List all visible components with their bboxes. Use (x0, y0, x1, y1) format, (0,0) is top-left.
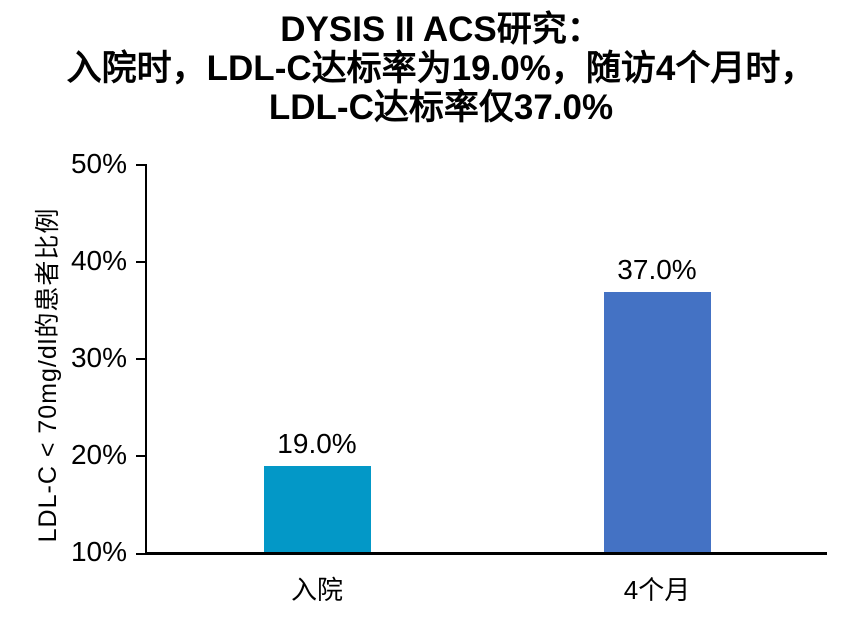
bar-value-label: 37.0% (617, 253, 697, 285)
y-axis-tick (136, 358, 146, 361)
y-axis-tick-label: 30% (70, 342, 127, 374)
y-axis-tick-label: 40% (70, 245, 127, 277)
chart-title-line-1: DYSIS II ACS研究： (280, 10, 602, 49)
bar-value-label: 19.0% (277, 428, 357, 460)
x-axis-category-label: 入院 (290, 575, 343, 605)
y-axis-tick (136, 164, 146, 167)
y-axis-tick-label: 20% (70, 439, 127, 471)
y-axis-tick (136, 455, 146, 458)
chart-title-line-3: LDL-C达标率仅37.0% (268, 88, 614, 127)
bar (603, 291, 711, 554)
bar (263, 466, 371, 554)
chart-title-line-2: 入院时，LDL-C达标率为19.0%，随访4个月时， (66, 49, 816, 88)
y-axis-tick-label: 50% (70, 148, 127, 180)
y-axis-tick-label: 10% (70, 536, 127, 568)
x-axis-line (145, 552, 827, 555)
y-axis-line (145, 164, 147, 555)
y-axis-tick (136, 552, 146, 555)
y-axis-tick (136, 261, 146, 264)
chart-title: DYSIS II ACS研究： 入院时，LDL-C达标率为19.0%，随访4个月… (32, 10, 850, 127)
x-axis-category-label: 4个月 (623, 575, 691, 605)
